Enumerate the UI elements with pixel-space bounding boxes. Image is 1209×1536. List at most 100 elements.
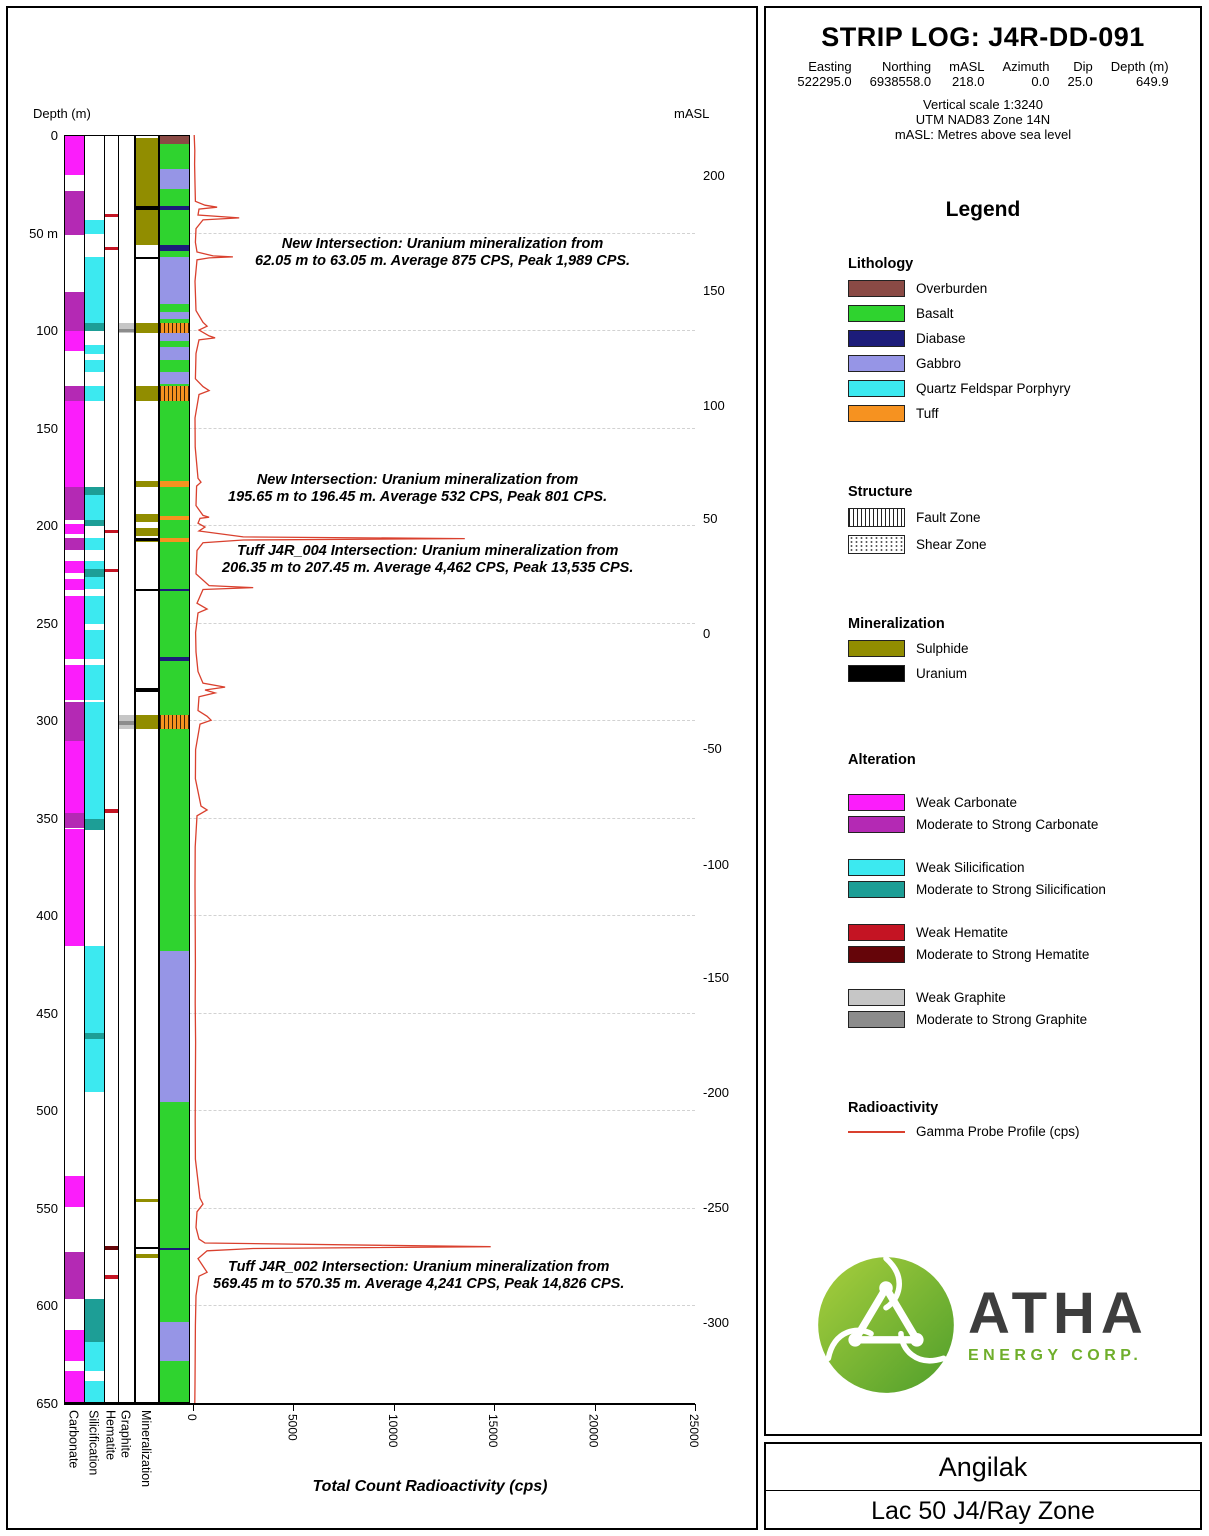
lithology-interval: [160, 256, 189, 304]
brand-subtitle: ENERGY CORP.: [968, 1347, 1143, 1364]
silicification-interval: [85, 945, 104, 1034]
cps-tick-mark: [293, 1404, 295, 1411]
legend-section-heading: Structure: [848, 484, 913, 500]
depth-gridline: [64, 817, 695, 819]
silicification-interval: [85, 629, 104, 659]
legend-item: Moderate to Strong Silicification: [848, 881, 1200, 898]
collar-field-label: Azimuth: [1002, 59, 1050, 74]
carbonate-interval: [65, 1370, 84, 1402]
depth-tick-label: 200: [36, 518, 58, 534]
legend-item: Gamma Probe Profile (cps): [848, 1124, 1200, 1139]
strip-log-title: STRIP LOG: J4R-DD-091: [821, 22, 1145, 52]
silicification-interval: [85, 1033, 104, 1040]
depth-gridline: [64, 330, 695, 332]
legend-item-label: Sulphide: [916, 641, 969, 656]
silicification-interval: [85, 520, 104, 527]
annotation-line: 195.65 m to 196.45 m. Average 532 CPS, P…: [228, 489, 608, 505]
lithology-interval: [160, 487, 189, 517]
silicification-interval: [85, 596, 104, 624]
legend-item: Weak Graphite: [848, 989, 1200, 1006]
lithology-interval: [160, 383, 189, 386]
collar-field-label: Dip: [1073, 59, 1093, 74]
color-swatch: [848, 881, 905, 898]
silicification-interval: [85, 1298, 104, 1342]
cps-tick-label: 5000: [285, 1414, 300, 1441]
legend-item: Moderate to Strong Carbonate: [848, 816, 1200, 833]
legend-item-label: Overburden: [916, 281, 988, 296]
lithology-interval: [160, 1249, 189, 1323]
lithology-interval: [160, 541, 189, 589]
collar-field-label: Northing: [881, 59, 932, 74]
silicification-interval: [85, 1039, 104, 1092]
depth-tick-label: 250: [36, 615, 58, 631]
mineralization-interval: [136, 514, 158, 523]
collar-field-value: 649.9: [1136, 74, 1169, 89]
depth-tick-label: 350: [36, 810, 58, 826]
gamma-probe-profile: [193, 134, 491, 1404]
lithology-interval: [160, 520, 189, 538]
masl-tick-label: 0: [703, 626, 711, 642]
depth-gridline: [64, 427, 695, 429]
mineralization-interval: [136, 323, 158, 334]
legend-item-label: Gamma Probe Profile (cps): [916, 1124, 1080, 1139]
lithology-interval: [160, 251, 189, 257]
lithology-interval: [160, 346, 189, 361]
depth-tick-label: 300: [36, 713, 58, 729]
lithology-interval: [160, 481, 189, 488]
lithology-interval: [160, 206, 189, 211]
lithology-interval: [160, 385, 189, 402]
mineralization-interval: [136, 1199, 158, 1203]
carbonate-interval: [65, 524, 84, 534]
masl-tick-label: 150: [703, 283, 725, 299]
cps-tick-mark: [193, 1404, 194, 1411]
lithology-interval: [160, 1322, 189, 1362]
legend-section-alteration: Alteration Weak Carbonate Moderate to Stro…: [848, 752, 1200, 1028]
legend-item: Quartz Feldspar Porphyry: [848, 380, 1200, 397]
collar-field: mASL 218.0: [949, 59, 984, 89]
legend-item-label: Weak Hematite: [916, 925, 1009, 940]
color-swatch: [848, 405, 905, 422]
annotation-line: Tuff J4R_004 Intersection: Uranium miner…: [236, 543, 619, 559]
legend-section-heading: Alteration: [848, 752, 916, 768]
lithology-interval: [160, 537, 189, 542]
masl-tick-label: -100: [703, 856, 730, 872]
legend-item: Tuff: [848, 405, 1200, 422]
column-label-graphite: Graphite: [118, 1410, 133, 1458]
masl-tick-label: 100: [703, 398, 725, 414]
collar-field-label: Depth (m): [1110, 59, 1169, 74]
lithology-interval: [160, 340, 189, 347]
lithology-interval: [160, 1361, 189, 1402]
lithology-interval: [160, 656, 189, 661]
legend-item-label: Weak Silicification: [916, 860, 1025, 875]
legend-item-label: Fault Zone: [916, 510, 981, 525]
cps-tick-mark: [393, 1404, 395, 1411]
cps-tick-label: 15000: [486, 1414, 501, 1448]
silicification-interval: [85, 323, 104, 332]
legend-section-radioactivity: Radioactivity Gamma Probe Profile (cps): [848, 1100, 1200, 1139]
depth-axis-title: Depth (m): [33, 106, 91, 121]
carbonate-interval: [65, 596, 84, 659]
alteration-pair: Weak Graphite Moderate to Strong Graphite: [848, 989, 1200, 1028]
carbonate-interval: [65, 1329, 84, 1362]
color-swatch: [848, 816, 905, 833]
depth-tick-label: 650: [36, 1396, 58, 1411]
scale-note: UTM NAD83 Zone 14N: [915, 112, 1051, 127]
collar-field-label: Easting: [808, 59, 852, 74]
lithology-interval: [160, 715, 189, 730]
legend-item: Fault Zone: [848, 508, 1200, 527]
collar-field: Depth (m) 649.9: [1111, 59, 1169, 89]
color-swatch: [848, 924, 905, 941]
collar-field-value: 6938558.0: [869, 74, 932, 89]
color-swatch: [848, 859, 905, 876]
depth-tick-label: 600: [36, 1298, 58, 1314]
depth-tick-label: 400: [36, 908, 58, 924]
cps-tick-label: 0: [185, 1414, 199, 1421]
track-mineralization: [135, 135, 159, 1403]
color-swatch: [848, 355, 905, 372]
hematite-interval: [105, 1275, 118, 1280]
depth-gridline: [64, 1207, 695, 1209]
info-panel: STRIP LOG: J4R-DD-091 Easting 522295.0 Nor…: [764, 6, 1202, 1436]
legend-section-mineralization: Mineralization Sulphide Uranium: [848, 616, 1200, 682]
mineralization-interval: [136, 206, 158, 211]
lithology-interval: [160, 169, 189, 189]
